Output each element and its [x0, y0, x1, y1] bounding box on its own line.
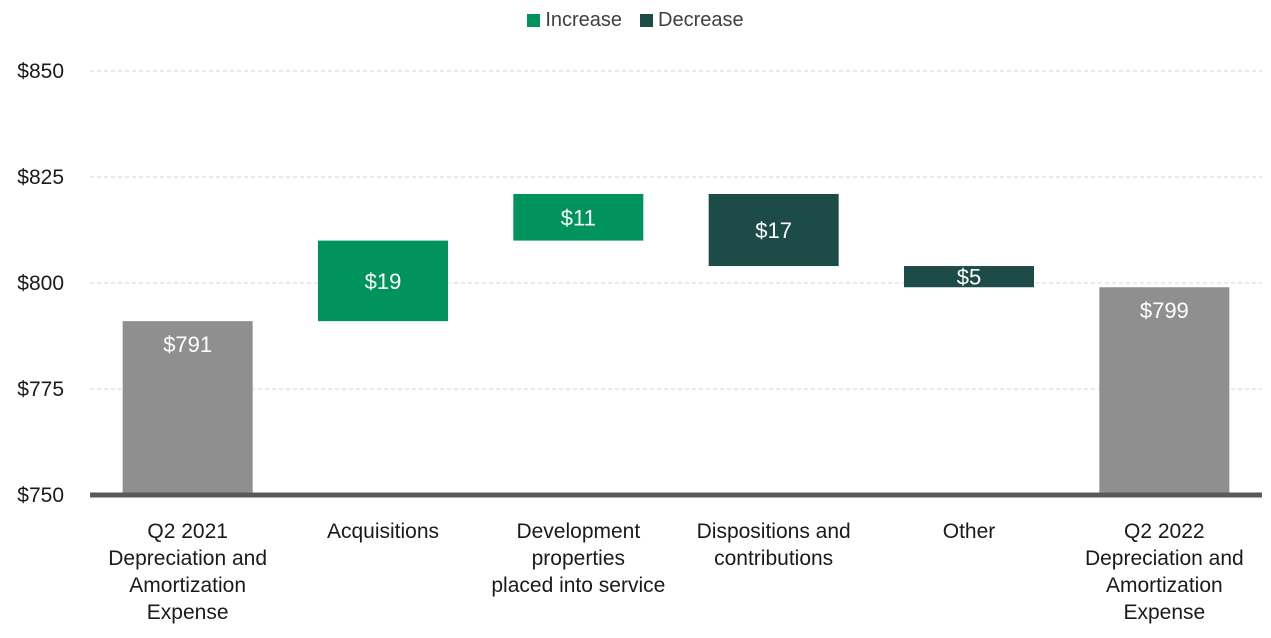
x-tick-label-line: Amortization	[129, 574, 247, 597]
bar-total	[122, 321, 253, 495]
x-tick-label-line: Q2 2021	[147, 520, 228, 543]
x-tick-label: Development properties placed into service	[478, 518, 678, 599]
x-tick-label-line: Acquisitions	[326, 520, 440, 543]
bar-increase	[318, 240, 448, 322]
x-tick-label-line: Development	[516, 520, 641, 543]
data-label: $799	[1140, 298, 1189, 323]
data-label: $17	[755, 218, 792, 243]
y-tick-label: $775	[17, 378, 64, 401]
data-label: $11	[561, 205, 596, 230]
x-tick-label-line: Q2 2022	[1124, 520, 1205, 543]
x-tick-label-line: Amortization	[1105, 574, 1223, 597]
legend-item-decrease: Decrease	[640, 9, 744, 32]
legend-label-increase: Increase	[545, 9, 623, 31]
bar-increase	[513, 193, 644, 241]
x-tick-label-line: placed into service	[491, 574, 666, 597]
data-label: $791	[163, 332, 212, 357]
y-tick-label: $825	[17, 166, 64, 189]
legend: Increase Decrease	[0, 9, 1271, 32]
legend-swatch-increase	[527, 14, 541, 27]
y-tick-label: $800	[17, 272, 64, 295]
x-tick-label: Q2 2021 Depreciation and Amortization Expen…	[88, 518, 288, 626]
x-tick-label-line: contributions	[714, 547, 834, 570]
bar-decrease	[904, 266, 1034, 288]
legend-swatch-decrease	[640, 14, 654, 27]
x-tick-label-line: properties	[531, 547, 626, 570]
x-tick-label-line: Depreciation and	[108, 547, 268, 570]
x-tick-label: Acquisitions	[283, 518, 483, 545]
x-tick-label-line: Depreciation and	[1084, 547, 1244, 570]
y-tick-label: $750	[17, 484, 64, 507]
bar-total	[1099, 287, 1230, 495]
legend-label-decrease: Decrease	[658, 9, 744, 31]
bar-decrease	[708, 193, 839, 267]
legend-item-increase: Increase	[527, 9, 622, 32]
x-tick-label-line: Expense	[146, 601, 229, 624]
x-tick-label-line: Dispositions and	[696, 520, 851, 543]
x-tick-label-line: Expense	[1123, 601, 1206, 624]
data-label: $5	[957, 265, 981, 290]
x-tick-label: Q2 2022 Depreciation and Amortization Expen…	[1064, 518, 1264, 626]
data-label: $19	[365, 269, 402, 294]
x-tick-label: Dispositions and contributions	[674, 518, 874, 572]
x-tick-label-line: Other	[942, 520, 996, 543]
y-tick-label: $850	[17, 60, 64, 83]
x-tick-label: Other	[869, 518, 1069, 545]
